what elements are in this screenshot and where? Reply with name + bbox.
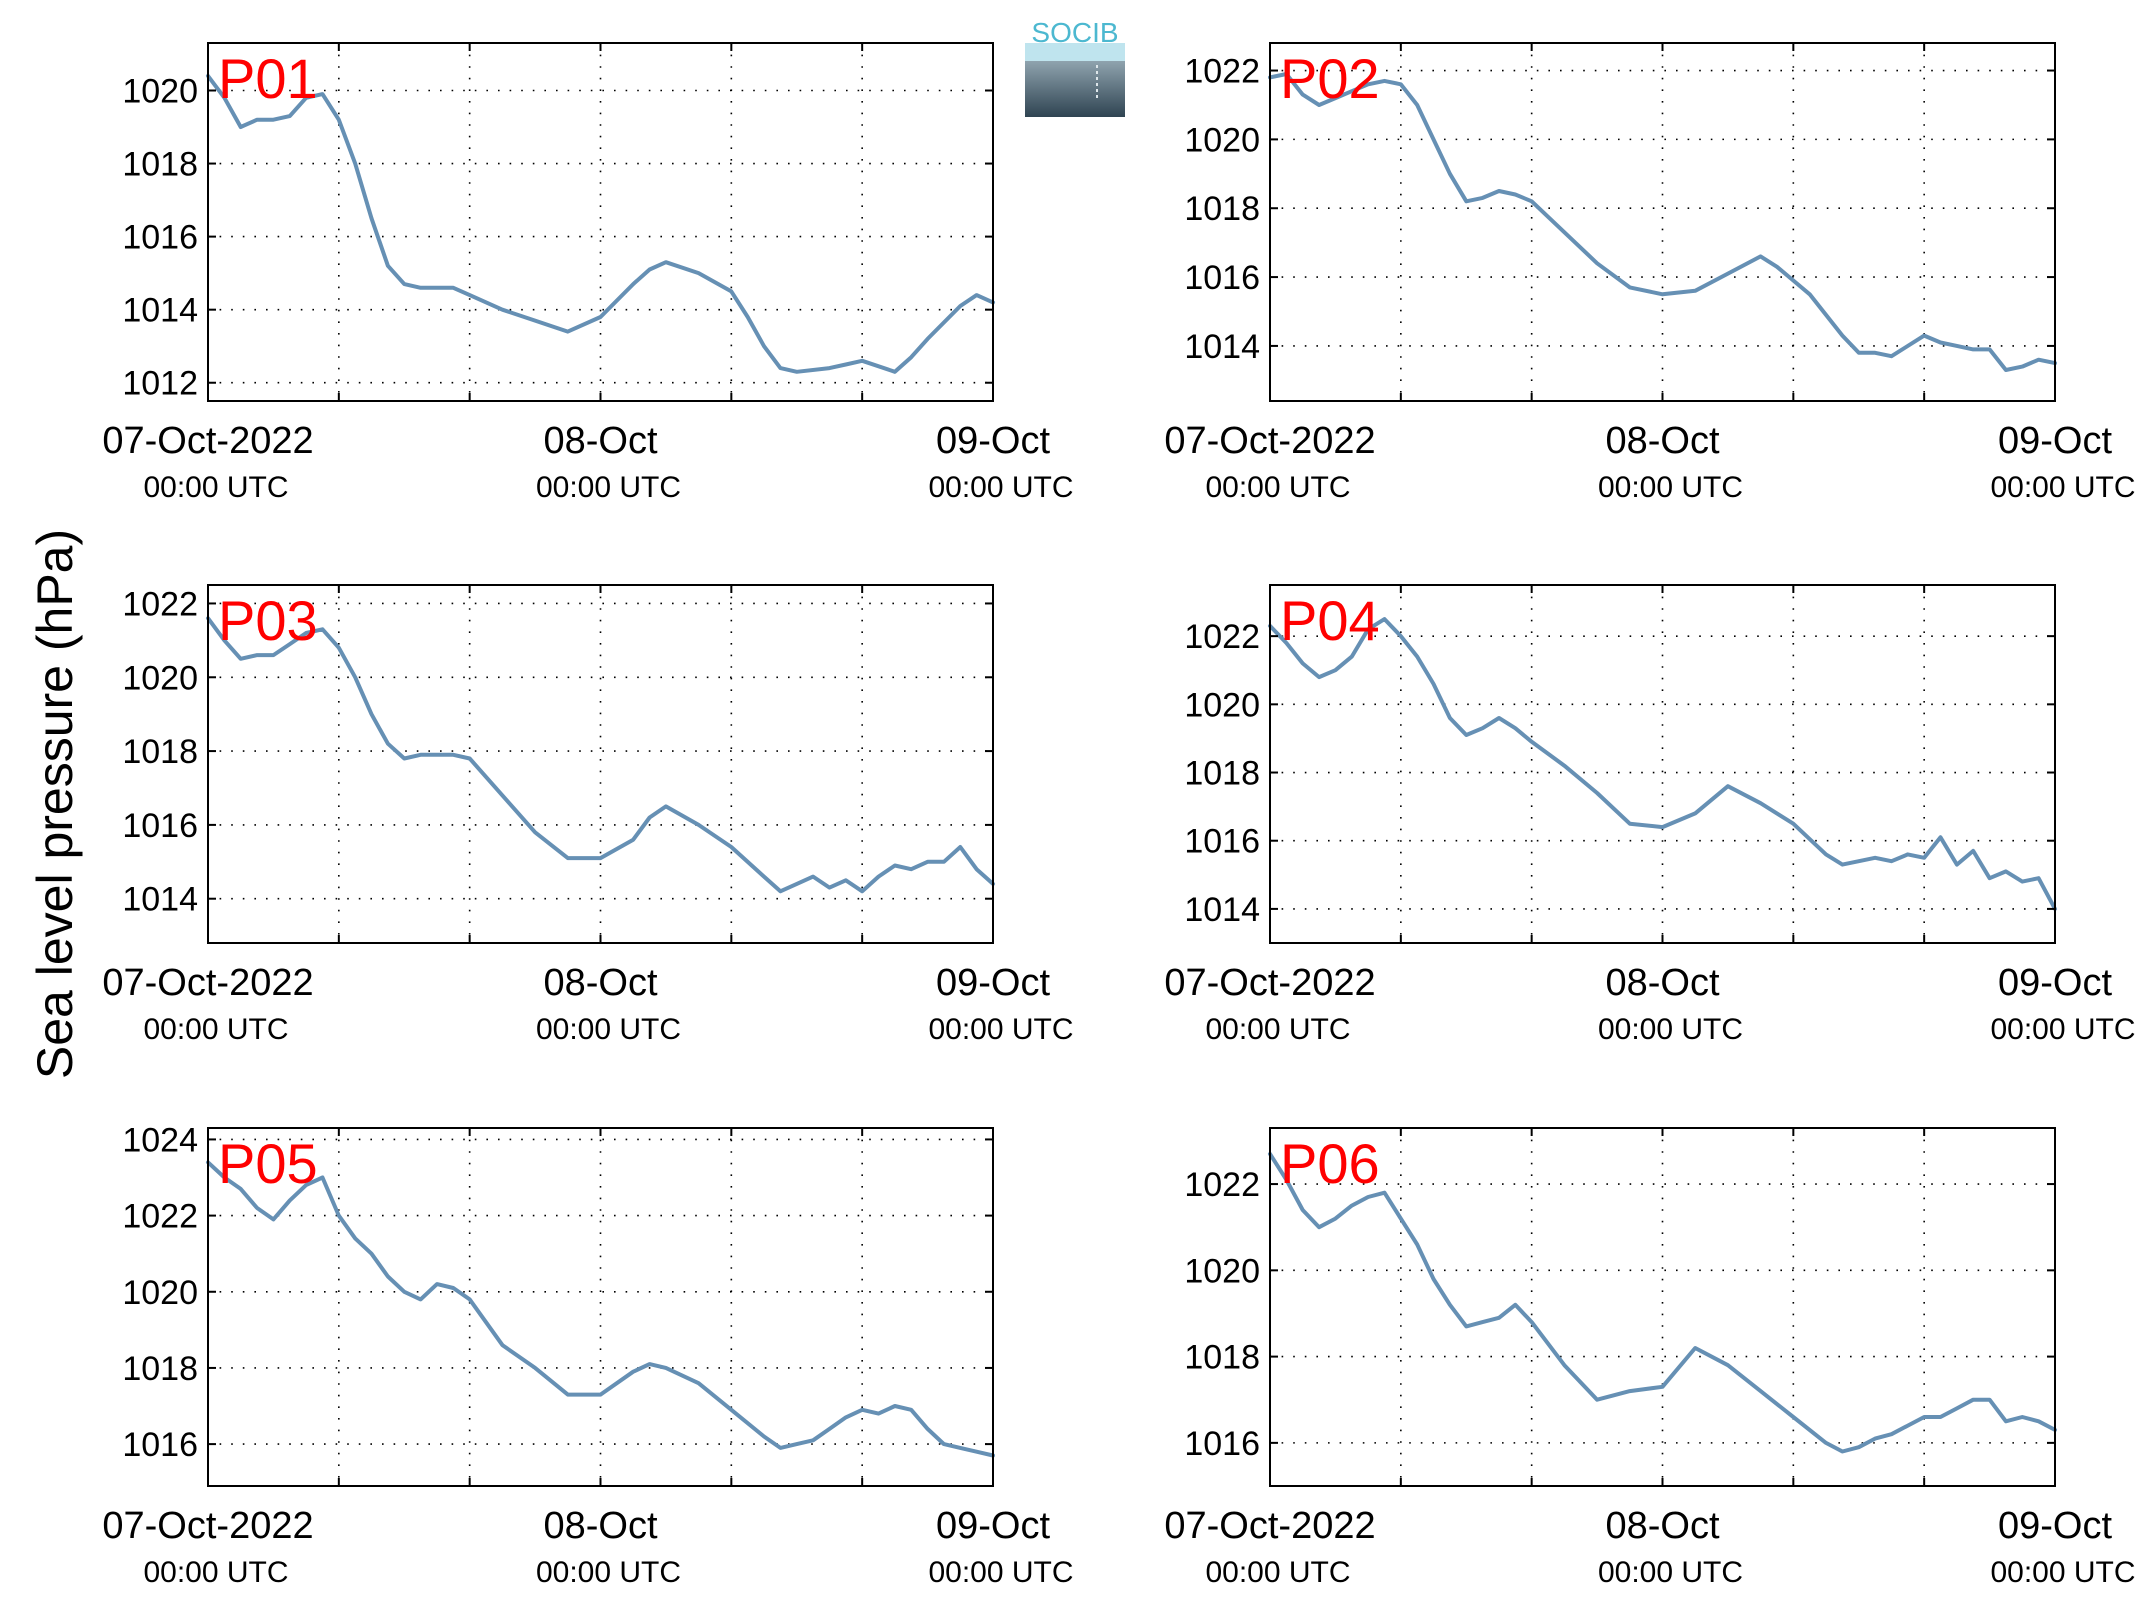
panel-label: P01 — [218, 47, 318, 110]
x-tick-sublabel: 00:00 UTC — [536, 1556, 681, 1589]
x-tick-label: 07-Oct-2022 — [102, 962, 313, 1004]
series-line-p01 — [206, 73, 995, 374]
x-tick-label: 07-Oct-2022 — [102, 1505, 313, 1547]
panel-label: P06 — [1280, 1132, 1380, 1195]
y-tick-label: 1022 — [1184, 618, 1260, 656]
x-tick-label: 08-Oct — [1605, 962, 1719, 1004]
y-tick-label: 1020 — [122, 659, 198, 697]
x-tick-label: 09-Oct — [1998, 1505, 2112, 1547]
axes-frame — [1269, 1127, 2056, 1487]
y-tick-label: 1020 — [1184, 1252, 1260, 1290]
y-tick-label: 1016 — [122, 219, 198, 257]
x-tick-label: 07-Oct-2022 — [102, 420, 313, 462]
y-tick-label: 1022 — [1184, 1166, 1260, 1204]
x-tick-label: 08-Oct — [543, 1505, 657, 1547]
series-line-p02 — [1268, 72, 2057, 372]
x-tick-label: 09-Oct — [1998, 962, 2112, 1004]
logo-block — [1025, 61, 1125, 117]
x-tick-label: 09-Oct — [936, 420, 1050, 462]
y-tick-label: 1016 — [122, 807, 198, 845]
panel-label: P02 — [1280, 47, 1380, 110]
y-tick-label: 1022 — [1184, 53, 1260, 91]
axes-frame — [207, 584, 994, 944]
panel-label: P03 — [218, 589, 318, 652]
y-tick-label: 1014 — [122, 292, 198, 330]
y-tick-label: 1020 — [122, 72, 198, 110]
y-tick-label: 1018 — [1184, 1339, 1260, 1377]
panel-p03: 1014 1016 1018 1020 1022 07-Oct-2022 00:00 UTC… — [102, 584, 1074, 1046]
y-tick-label: 1018 — [1184, 190, 1260, 228]
series-line-p03 — [206, 616, 995, 894]
logo-top-band — [1025, 43, 1125, 63]
panel-label: P05 — [218, 1132, 318, 1195]
socib-logo: SOCIB — [1025, 17, 1125, 117]
x-tick-label: 08-Oct — [1605, 420, 1719, 462]
x-tick-label: 07-Oct-2022 — [1164, 420, 1375, 462]
axes-frame — [1269, 584, 2056, 944]
x-tick-sublabel: 00:00 UTC — [1598, 471, 1743, 504]
y-tick-label: 1018 — [1184, 755, 1260, 793]
x-tick-sublabel: 00:00 UTC — [143, 1556, 288, 1589]
y-tick-label: 1014 — [1184, 891, 1260, 929]
axes-frame — [1269, 42, 2056, 402]
x-tick-sublabel: 00:00 UTC — [1990, 471, 2135, 504]
y-tick-label: 1014 — [122, 881, 198, 919]
y-tick-label: 1016 — [1184, 1425, 1260, 1463]
y-tick-label: 1014 — [1184, 328, 1260, 366]
x-tick-sublabel: 00:00 UTC — [536, 1013, 681, 1046]
panel-p01: 1012 1014 1016 1018 1020 07-Oct-2022 00:00 UTC… — [102, 42, 1074, 504]
series-line-p04 — [1268, 617, 2057, 911]
x-tick-sublabel: 00:00 UTC — [928, 471, 1073, 504]
y-tick-label: 1022 — [122, 585, 198, 623]
y-tick-label: 1024 — [122, 1121, 198, 1159]
y-tick-label: 1012 — [122, 365, 198, 403]
x-tick-label: 09-Oct — [936, 962, 1050, 1004]
y-axis-label: Sea level pressure (hPa) — [27, 529, 83, 1079]
panels: 1012 1014 1016 1018 1020 07-Oct-2022 00:00 UTC… — [102, 42, 2136, 1589]
x-tick-sublabel: 00:00 UTC — [1205, 1556, 1350, 1589]
x-tick-sublabel: 00:00 UTC — [928, 1013, 1073, 1046]
y-tick-label: 1020 — [122, 1274, 198, 1312]
x-tick-label: 09-Oct — [936, 1505, 1050, 1547]
x-tick-label: 08-Oct — [543, 962, 657, 1004]
y-tick-label: 1022 — [122, 1198, 198, 1236]
x-tick-sublabel: 00:00 UTC — [1598, 1013, 1743, 1046]
panel-label: P04 — [1280, 589, 1380, 652]
x-tick-sublabel: 00:00 UTC — [1990, 1556, 2135, 1589]
panel-p04: 1014 1016 1018 1020 1022 07-Oct-2022 00:00 UTC… — [1164, 584, 2136, 1046]
panel-p02: 1014 1016 1018 1020 1022 07-Oct-2022 00:00 UTC… — [1164, 42, 2136, 504]
x-tick-sublabel: 00:00 UTC — [1205, 1013, 1350, 1046]
x-tick-sublabel: 00:00 UTC — [536, 471, 681, 504]
y-tick-label: 1020 — [1184, 121, 1260, 159]
series-line-p05 — [206, 1160, 995, 1458]
x-tick-label: 08-Oct — [1605, 1505, 1719, 1547]
panel-p06: 1016 1018 1020 1022 07-Oct-2022 00:00 UTC 08-O… — [1164, 1127, 2136, 1589]
x-tick-label: 07-Oct-2022 — [1164, 1505, 1375, 1547]
x-tick-label: 08-Oct — [543, 420, 657, 462]
series-line-p06 — [1268, 1151, 2057, 1454]
x-tick-sublabel: 00:00 UTC — [928, 1556, 1073, 1589]
y-tick-label: 1020 — [1184, 686, 1260, 724]
y-tick-label: 1018 — [122, 733, 198, 771]
y-tick-label: 1016 — [1184, 823, 1260, 861]
x-tick-sublabel: 00:00 UTC — [143, 1013, 288, 1046]
y-tick-label: 1018 — [122, 1350, 198, 1388]
x-tick-label: 09-Oct — [1998, 420, 2112, 462]
logo-text: SOCIB — [1031, 17, 1118, 48]
y-tick-label: 1016 — [122, 1426, 198, 1464]
x-tick-sublabel: 00:00 UTC — [143, 471, 288, 504]
x-tick-sublabel: 00:00 UTC — [1990, 1013, 2135, 1046]
panel-p05: 1016 1018 1020 1022 1024 07-Oct-2022 00:00 UTC… — [102, 1121, 1073, 1589]
y-tick-label: 1018 — [122, 146, 198, 184]
x-tick-sublabel: 00:00 UTC — [1598, 1556, 1743, 1589]
x-tick-sublabel: 00:00 UTC — [1205, 471, 1350, 504]
x-tick-label: 07-Oct-2022 — [1164, 962, 1375, 1004]
y-tick-label: 1016 — [1184, 259, 1260, 297]
